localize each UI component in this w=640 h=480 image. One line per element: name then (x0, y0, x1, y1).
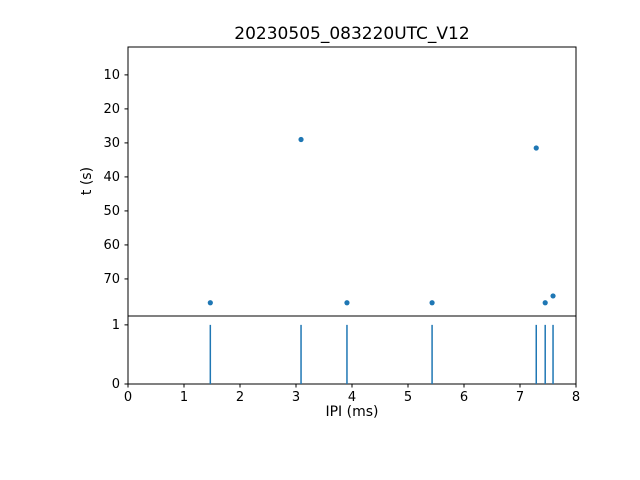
x-tick-label: 5 (404, 390, 412, 405)
bottom-axes-border (127, 315, 577, 385)
scatter-point (429, 300, 435, 306)
top-axes-border (127, 46, 577, 317)
y-tick-label: 70 (103, 272, 120, 287)
scatter-point (298, 136, 304, 143)
y-tick-label: 60 (103, 238, 120, 253)
y-tick-label: 40 (103, 170, 120, 185)
chart-title: 20230505_083220UTC_V12 (234, 24, 470, 44)
x-tick-label: 0 (124, 390, 132, 405)
y-tick-label: 1 (112, 318, 120, 333)
x-tick-label: 3 (292, 390, 300, 405)
x-tick-label: 4 (348, 390, 356, 405)
scatter-point (533, 145, 539, 151)
scatter-point (344, 300, 350, 306)
x-axis-label: IPI (ms) (325, 404, 379, 420)
y-tick-label: 30 (103, 136, 120, 151)
scatter-point (207, 300, 213, 306)
x-tick-label: 7 (516, 390, 524, 405)
x-tick-label: 1 (180, 390, 188, 405)
y-tick-label: 50 (103, 204, 120, 219)
y-tick-label: 20 (103, 102, 120, 117)
x-tick-label: 2 (236, 390, 244, 405)
x-tick-label: 6 (460, 390, 468, 405)
y-tick-label: 0 (112, 377, 120, 392)
scatter-point (550, 293, 556, 299)
x-tick-label: 8 (572, 390, 580, 405)
y-tick-label: 10 (103, 68, 120, 83)
scatter-point (542, 300, 548, 306)
